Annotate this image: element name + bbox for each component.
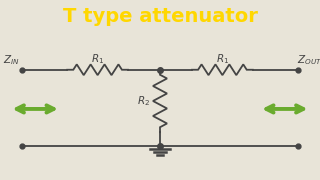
- Text: $R_1$: $R_1$: [91, 52, 104, 66]
- Text: T type attenuator: T type attenuator: [63, 7, 257, 26]
- Text: $Z_{IN}$: $Z_{IN}$: [3, 53, 20, 67]
- FancyArrowPatch shape: [266, 105, 303, 112]
- FancyArrowPatch shape: [17, 105, 54, 112]
- Text: $R_1$: $R_1$: [216, 52, 229, 66]
- Text: $R_2$: $R_2$: [138, 94, 150, 108]
- Text: $Z_{OUT}$: $Z_{OUT}$: [297, 53, 320, 67]
